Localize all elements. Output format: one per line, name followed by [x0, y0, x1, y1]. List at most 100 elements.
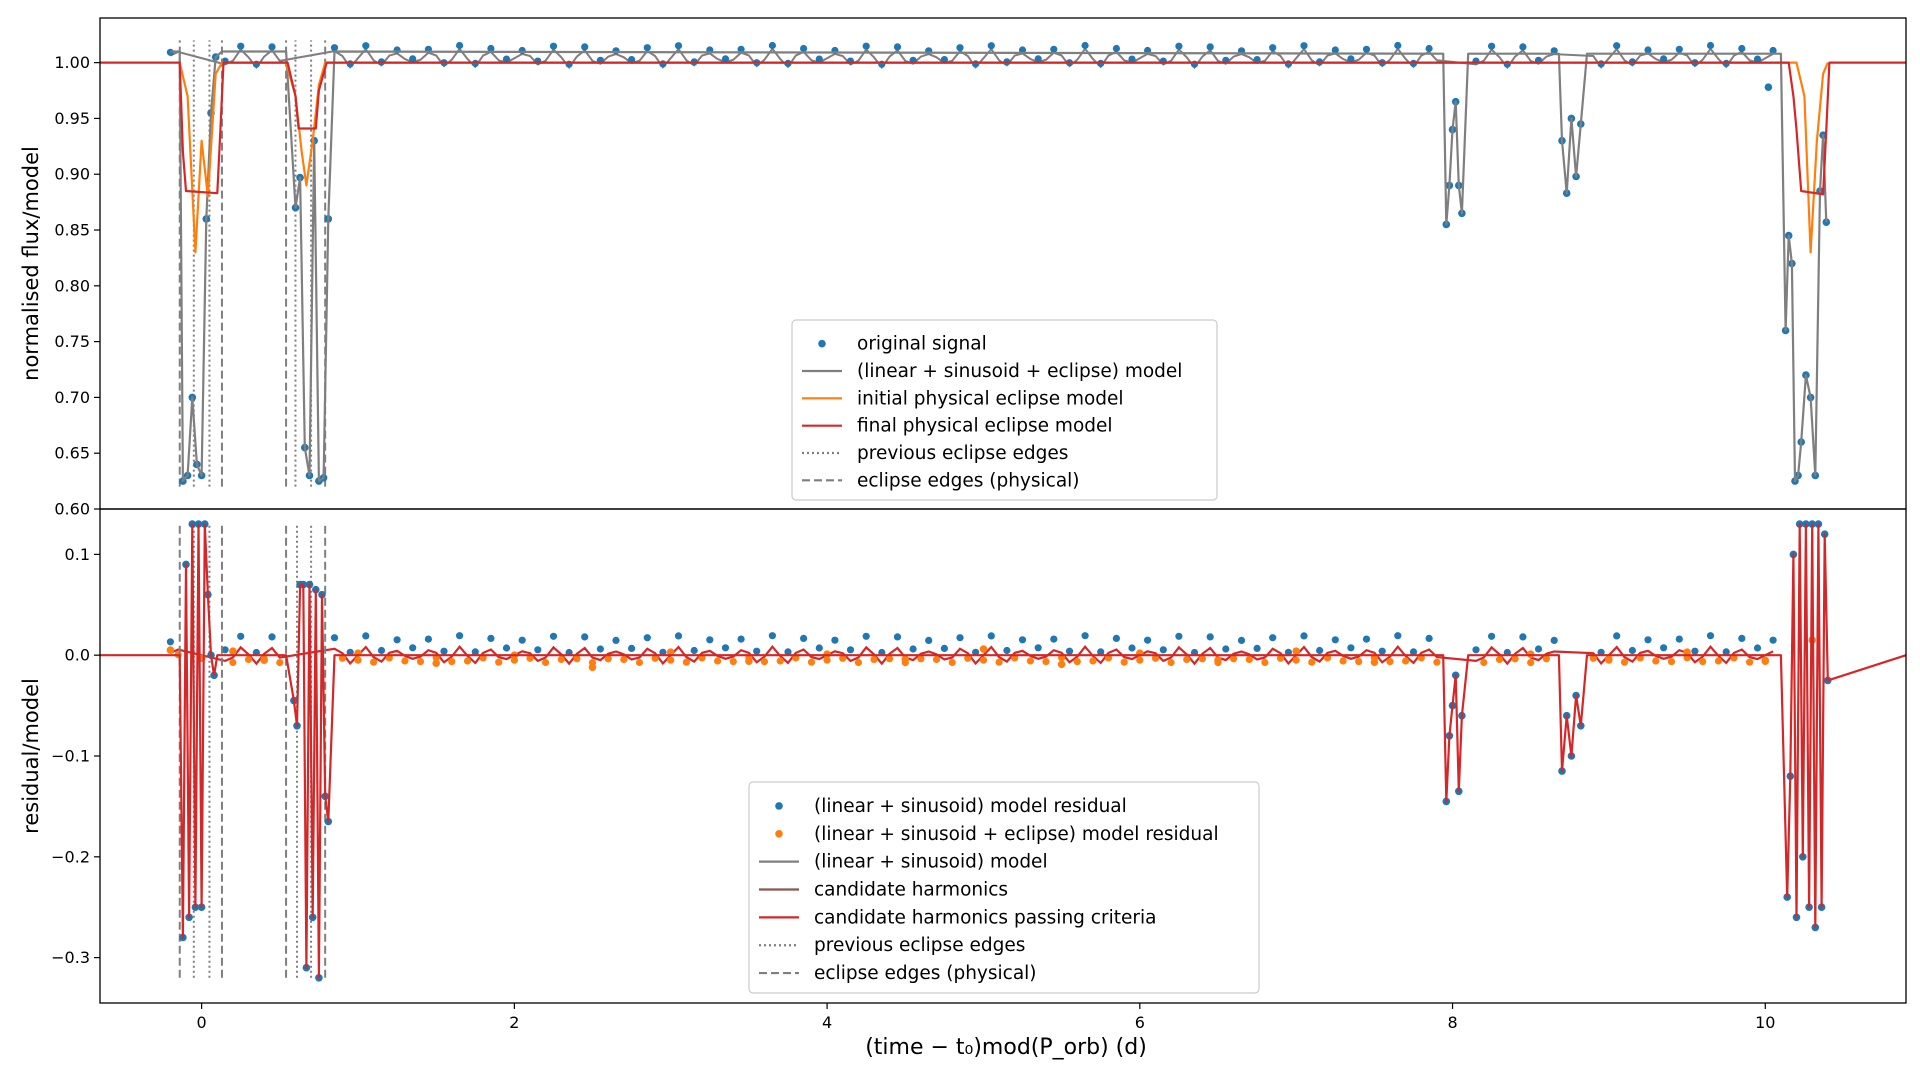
top-baseline-point — [628, 56, 636, 64]
bottom-baseline-point — [1222, 645, 1230, 653]
bottom-series--linear-sinusoid-eclipse-model-residual-point — [1761, 657, 1770, 665]
top-baseline-point — [1284, 60, 1292, 68]
bottom-baseline-point — [1675, 635, 1683, 643]
top-baseline-point — [1613, 42, 1621, 50]
bottom-baseline-point — [393, 636, 401, 644]
top-baseline-point — [987, 42, 995, 50]
bottom-baseline-point — [1425, 634, 1433, 643]
bottom-legend-label: candidate harmonics — [814, 880, 1008, 901]
bottom-baseline-point — [362, 632, 370, 640]
bottom-legend-label: (linear + sinusoid) model residual — [814, 796, 1127, 817]
bottom-series--linear-sinusoid-eclipse-model-residual-point — [1605, 655, 1613, 663]
bottom-eclipse-residual-point — [620, 655, 628, 664]
bottom-legend-marker — [775, 829, 783, 838]
top-baseline-point — [1331, 46, 1339, 54]
top-baseline-point — [1660, 55, 1668, 63]
top-baseline-point — [940, 56, 949, 64]
bottom-baseline-point — [1331, 636, 1339, 644]
top-baseline-point — [1300, 42, 1308, 50]
bottom-legend-label: (linear + sinusoid + eclipse) model resi… — [814, 824, 1219, 845]
bottom-plot-area — [100, 520, 1906, 982]
bottom-baseline-point — [612, 636, 620, 645]
bottom-eclipse-residual-point — [1042, 658, 1050, 666]
bottom-series--linear-sinusoid-eclipse-model-residual-point — [666, 648, 675, 656]
bottom-series--linear-sinusoid-eclipse-model-residual-point — [1057, 660, 1066, 669]
top-legend-label: (linear + sinusoid + eclipse) model — [857, 361, 1182, 382]
bottom-baseline-point — [409, 644, 417, 652]
bottom-baseline-point — [1660, 644, 1668, 652]
bottom-eclipse-residual-point — [1120, 658, 1128, 666]
top-baseline-point — [1128, 55, 1136, 63]
top-baseline-point — [1519, 43, 1527, 51]
bottom-eclipse-residual-point — [1136, 656, 1144, 664]
bottom-baseline-point — [534, 646, 542, 654]
bottom-eclipse-residual-point — [807, 658, 816, 666]
top-baseline-point — [362, 42, 370, 50]
bottom-baseline-point — [1065, 647, 1074, 655]
bottom-baseline-point — [581, 633, 589, 641]
bottom-legend-label: candidate harmonics passing criteria — [814, 907, 1156, 928]
bottom-baseline-point — [862, 632, 870, 640]
bottom-eclipse-residual-point — [1589, 654, 1597, 662]
bottom-y-tick-label: −0.2 — [51, 847, 90, 866]
top-baseline-point — [721, 55, 730, 63]
top-baseline-point — [581, 43, 589, 51]
top-baseline-point — [674, 42, 683, 50]
top-legend-label: eclipse edges (physical) — [857, 470, 1080, 491]
bottom-eclipse-residual-point — [760, 658, 769, 666]
bottom-eclipse-residual-point — [1276, 654, 1285, 662]
top-baseline-point — [1769, 46, 1777, 55]
top-baseline-point — [1034, 55, 1042, 63]
bottom-baseline-point — [1691, 647, 1699, 655]
top-baseline-point — [268, 43, 276, 51]
bottom-eclipse-residual-point — [338, 654, 346, 662]
bottom-baseline-point — [768, 632, 777, 640]
top-baseline-point — [737, 45, 745, 53]
top-baseline-point — [1206, 43, 1214, 51]
top-baseline-point — [409, 55, 417, 63]
bottom-baseline-point — [753, 647, 761, 655]
bottom-legend-label: eclipse edges (physical) — [814, 963, 1037, 984]
bottom-eclipse-residual-point — [1339, 657, 1347, 665]
bottom-eclipse-residual-point — [1620, 658, 1629, 666]
bottom-eclipse-residual-point — [495, 658, 503, 666]
bottom-baseline-point — [471, 648, 479, 656]
bottom-eclipse-residual-point — [854, 658, 863, 667]
top-baseline-point — [893, 43, 902, 51]
bottom-legend-box — [748, 781, 1260, 994]
bottom-baseline-point — [237, 632, 245, 640]
bottom-panel: −0.3 −0.2 −0.1 0.0 0.1 residual/model 0 2 4 6 8 10 (… — [19, 508, 1907, 1032]
top-panel: 0.60 0.65 0.70 0.75 0.80 0.85 0.90 0.95 1.00 norm… — [19, 17, 1907, 519]
bottom-baseline-point — [424, 635, 432, 643]
bottom-eclipse-residual-point — [886, 655, 894, 663]
bottom-baseline-point — [487, 634, 495, 643]
bottom-legend: (linear + sinusoid) model residual (linea… — [748, 781, 1260, 994]
top-baseline-point — [659, 60, 667, 68]
bottom-eclipse-residual-point — [995, 658, 1003, 666]
bottom-eclipse-residual-point — [1167, 658, 1175, 667]
bottom-eclipse-residual-point — [714, 657, 722, 665]
top-baseline-point — [1753, 55, 1762, 63]
top-legend: original signal (linear + sinusoid + ecli… — [791, 319, 1218, 501]
bottom-baseline-point — [909, 645, 917, 653]
bottom-eclipse-residual-point — [1480, 658, 1488, 667]
top-baseline-point — [1253, 56, 1261, 64]
bottom-baseline-point — [628, 644, 636, 653]
bottom-series--linear-sinusoid-eclipse-model-residual-point — [229, 647, 237, 655]
bottom-baseline-point — [1316, 646, 1324, 655]
top-y-tick-label: 0.75 — [54, 332, 90, 351]
top-baseline-point — [768, 41, 777, 50]
bottom-eclipse-residual-point — [448, 658, 456, 666]
bottom-baseline-point — [800, 634, 808, 643]
bottom-baseline-point — [1128, 644, 1136, 652]
bottom-baseline-point — [1644, 636, 1652, 644]
bottom-legend-label: previous eclipse edges — [814, 935, 1025, 956]
bottom-baseline-point — [1144, 636, 1152, 644]
bottom-baseline-point — [1253, 644, 1261, 653]
bottom-series--linear-sinusoid-eclipse-model-residual-point — [588, 663, 597, 672]
bottom-series--linear-sinusoid-eclipse-model-residual-point — [979, 645, 988, 653]
bottom-eclipse-residual-point — [354, 656, 362, 664]
bottom-eclipse-residual-point — [635, 658, 644, 667]
bottom-baseline-point — [1394, 632, 1402, 640]
